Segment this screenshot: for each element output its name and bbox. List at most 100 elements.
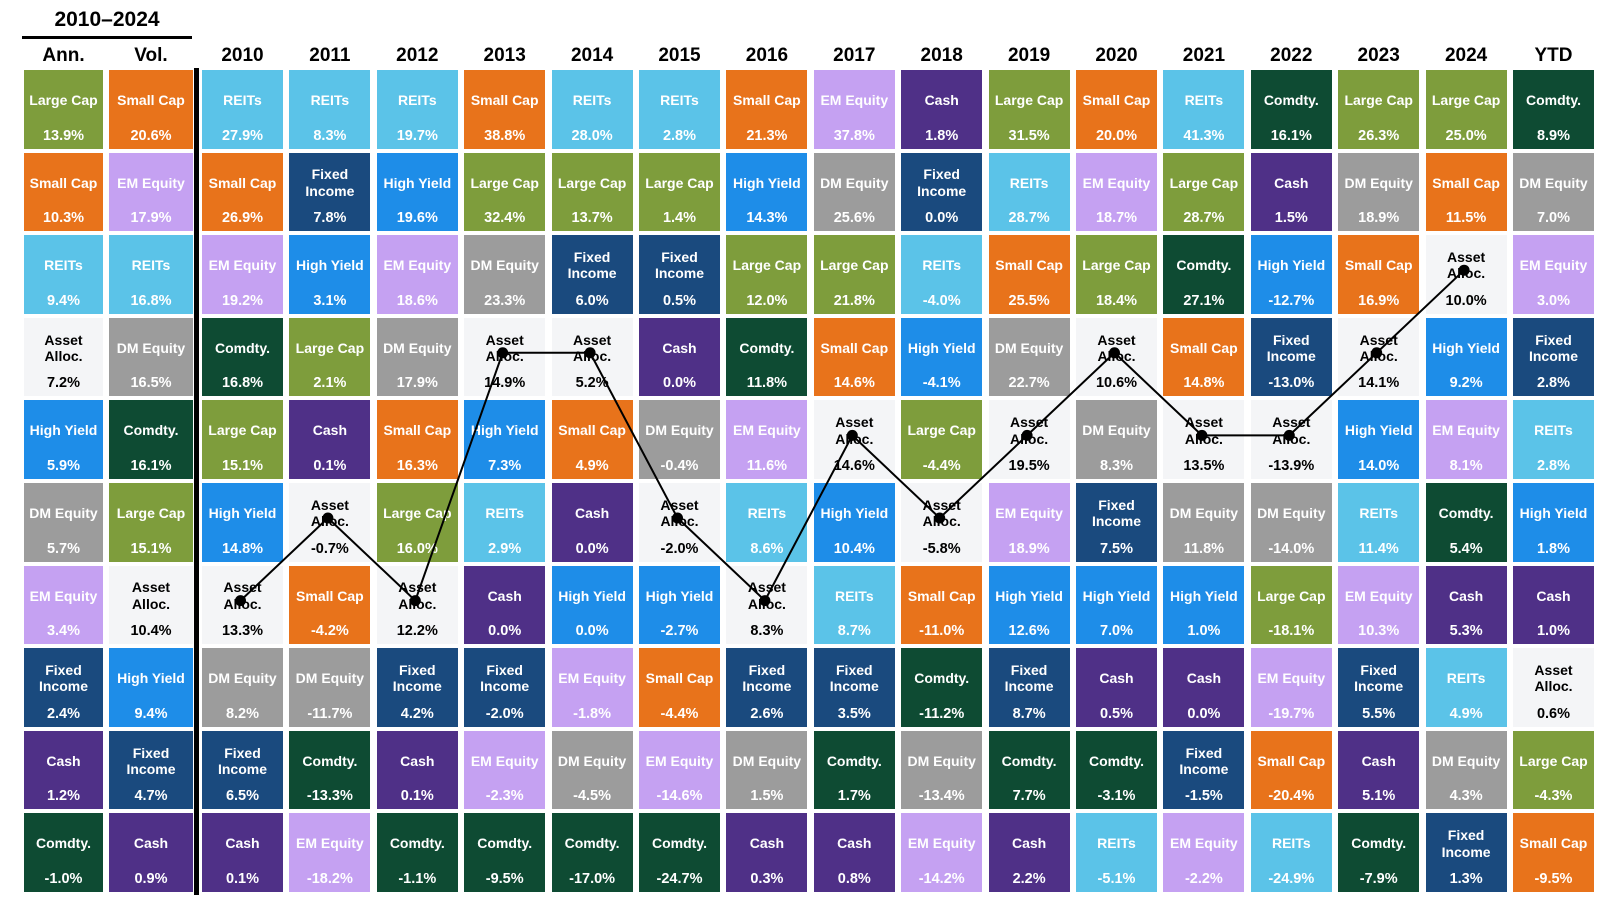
asset-label: EM Equity [1170, 835, 1238, 852]
asset-label: Small Cap [1170, 339, 1238, 356]
quilt-cell: High Yield 5.9% [24, 400, 103, 479]
quilt-cell: Cash 5.3% [1425, 565, 1507, 645]
asset-label-wrap: Small Cap [733, 73, 801, 128]
return-value: 5.3% [1449, 623, 1483, 640]
return-value: 27.1% [1183, 292, 1225, 309]
asset-label-wrap: DM Equity [820, 156, 888, 211]
asset-label-wrap: Fixed Income [381, 651, 453, 706]
quilt-cell: Cash 1.8% [901, 70, 983, 149]
asset-label-wrap: Large Cap [820, 238, 888, 293]
quilt-cell: Large Cap 2.1% [289, 317, 371, 397]
quilt-cell: Large Cap 12.0% [726, 235, 808, 314]
return-value: 0.1% [400, 788, 434, 805]
return-value: 7.2% [46, 375, 81, 392]
asset-label: REITs [1359, 505, 1398, 522]
asset-label: Asset Alloc. [1359, 331, 1398, 365]
asset-label: Cash [312, 422, 347, 439]
asset-label: High Yield [645, 587, 714, 604]
return-value: 19.5% [1008, 457, 1050, 474]
return-value: 16.1% [130, 457, 172, 474]
quilt-cell: Small Cap -9.5% [1513, 813, 1594, 892]
asset-label: Fixed Income [917, 166, 967, 199]
asset-label: Cash [133, 835, 169, 852]
quilt-cell: Fixed Income 1.3% [1425, 813, 1507, 892]
return-value: 37.8% [833, 127, 875, 144]
return-value: 16.5% [130, 375, 172, 392]
asset-label: Large Cap [1431, 92, 1501, 109]
asset-label: EM Equity [1082, 174, 1151, 191]
asset-label: Small Cap [907, 587, 976, 604]
return-value: 8.7% [1012, 705, 1046, 722]
return-value: 2.9% [488, 540, 522, 557]
asset-label: Asset Alloc. [131, 579, 171, 612]
return-value: 11.6% [746, 457, 788, 474]
asset-label-wrap: Fixed Income [556, 238, 628, 293]
return-value: -2.3% [485, 788, 524, 805]
column-header: 2016 [745, 45, 789, 66]
asset-label-wrap: REITs [835, 569, 874, 624]
asset-label: DM Equity [645, 422, 714, 439]
column-separator [194, 68, 199, 895]
asset-label: EM Equity [645, 752, 714, 769]
return-value: 14.9% [484, 375, 526, 392]
quilt-cell: EM Equity 37.8% [813, 70, 895, 149]
return-value: 38.8% [484, 127, 526, 144]
return-value: 28.7% [1183, 210, 1225, 227]
asset-label-wrap: High Yield [820, 486, 888, 541]
asset-label: Cash [487, 587, 522, 604]
return-value: 0.6% [1536, 705, 1571, 722]
asset-label-wrap: REITs [1185, 73, 1224, 128]
quilt-cell: Fixed Income 0.5% [639, 235, 720, 314]
asset-label: Small Cap [117, 92, 185, 109]
column-header: 2010 [221, 45, 264, 66]
quilt-cell: High Yield -4.1% [901, 317, 983, 397]
return-value: 7.3% [488, 457, 522, 474]
asset-label-wrap: Fixed Income [294, 156, 366, 211]
quilt-cell: REITs 2.9% [464, 483, 546, 562]
column-header: 2023 [1357, 45, 1400, 66]
asset-label-wrap: Asset Alloc. [1081, 321, 1153, 376]
return-value: 3.1% [313, 292, 347, 309]
quilt-cell: Asset Alloc. 10.6% [1076, 317, 1157, 397]
quilt-cell: EM Equity 18.6% [376, 235, 458, 314]
asset-label: Comdty. [1438, 505, 1494, 522]
asset-label: REITs [572, 92, 612, 109]
asset-label-wrap: REITs [1447, 651, 1486, 706]
return-value: -24.7% [656, 870, 703, 887]
return-value: -4.3% [1534, 788, 1573, 805]
quilt-cell: High Yield 14.8% [202, 483, 283, 562]
quilt-cell: Small Cap 16.3% [376, 400, 458, 479]
asset-label: Asset Alloc. [223, 579, 262, 612]
return-value: 13.5% [1183, 457, 1225, 474]
asset-label-wrap: Large Cap [208, 403, 276, 458]
asset-label: Asset Alloc. [398, 579, 437, 612]
quilt-cell: Large Cap 15.1% [109, 483, 193, 562]
return-value: 27.9% [221, 127, 264, 144]
asset-label: EM Equity [296, 835, 364, 852]
quilt-cell: REITs 9.4% [24, 235, 103, 314]
return-value: 28.0% [571, 127, 613, 144]
quilt-cell: Fixed Income -1.5% [1163, 730, 1245, 810]
return-value: 14.3% [746, 210, 788, 227]
asset-label-wrap: DM Equity [29, 486, 97, 541]
asset-label: Cash [1274, 174, 1309, 191]
asset-label: Cash [749, 835, 784, 852]
return-value: 9.4% [134, 705, 168, 722]
asset-label: High Yield [1519, 505, 1588, 522]
asset-label: Small Cap [1432, 174, 1500, 191]
column-header: Vol. [134, 45, 168, 66]
asset-label: Small Cap [820, 339, 889, 356]
return-value: -14.2% [918, 870, 965, 887]
return-value: 0.0% [488, 623, 522, 640]
return-value: -13.3% [306, 788, 353, 805]
asset-label: DM Equity [116, 339, 186, 356]
asset-label-wrap: Small Cap [558, 403, 626, 458]
return-value: 13.9% [42, 127, 85, 144]
quilt-cell: REITs 41.3% [1163, 70, 1245, 149]
asset-label: Small Cap [1082, 92, 1151, 109]
return-value: 1.3% [1449, 870, 1483, 887]
return-value: 2.1% [313, 375, 347, 392]
return-value: 13.3% [221, 623, 264, 640]
quilt-cell: High Yield -12.7% [1250, 235, 1332, 314]
asset-label-wrap: Comdty. [1351, 816, 1406, 871]
